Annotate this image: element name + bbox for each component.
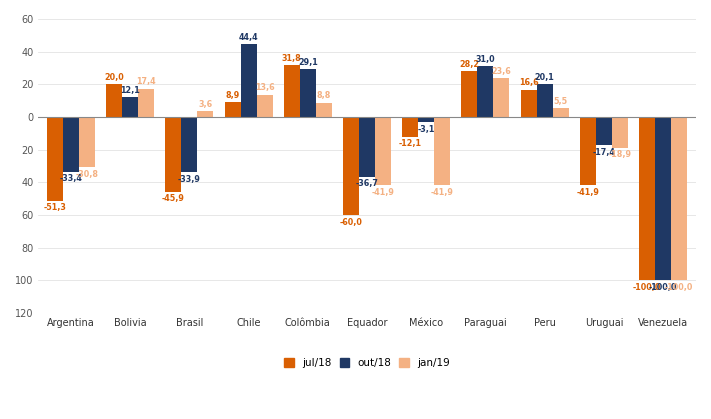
Text: 16,6: 16,6: [519, 78, 538, 88]
Text: 20,1: 20,1: [535, 73, 555, 82]
Bar: [596, 117, 612, 145]
Text: -33,4: -33,4: [60, 174, 82, 183]
Text: 13,6: 13,6: [255, 83, 274, 92]
Bar: [359, 117, 375, 177]
Bar: [612, 117, 628, 148]
Text: 28,2: 28,2: [459, 59, 479, 68]
Bar: [284, 65, 300, 117]
Bar: [537, 84, 552, 117]
Text: -30,8: -30,8: [75, 170, 98, 179]
Text: -41,9: -41,9: [577, 188, 599, 197]
Bar: [375, 117, 391, 186]
Bar: [434, 117, 450, 186]
Text: -17,4: -17,4: [592, 148, 615, 157]
Text: -60,0: -60,0: [340, 217, 363, 227]
Bar: [240, 44, 257, 117]
Text: 31,8: 31,8: [282, 54, 301, 62]
Text: 23,6: 23,6: [491, 67, 511, 76]
Text: -100,0: -100,0: [665, 283, 693, 292]
Text: 5,5: 5,5: [554, 97, 568, 106]
Text: 31,0: 31,0: [476, 55, 496, 64]
Bar: [63, 117, 79, 172]
Bar: [343, 117, 359, 215]
Bar: [225, 103, 240, 117]
Bar: [418, 117, 434, 122]
Text: -3,1: -3,1: [417, 124, 435, 134]
Text: -100,0: -100,0: [649, 283, 678, 292]
Bar: [639, 117, 655, 280]
Text: -41,9: -41,9: [431, 188, 454, 197]
Text: -45,9: -45,9: [162, 194, 185, 204]
Text: -36,7: -36,7: [356, 179, 378, 189]
Legend: jul/18, out/18, jan/19: jul/18, out/18, jan/19: [280, 354, 454, 372]
Bar: [300, 70, 316, 117]
Text: -12,1: -12,1: [399, 139, 422, 148]
Bar: [106, 84, 122, 117]
Bar: [79, 117, 95, 167]
Text: -18,9: -18,9: [609, 150, 631, 159]
Text: 20,0: 20,0: [105, 73, 124, 82]
Text: 8,9: 8,9: [225, 91, 240, 100]
Bar: [166, 117, 181, 192]
Text: 17,4: 17,4: [137, 77, 156, 86]
Text: -41,9: -41,9: [372, 188, 395, 197]
Bar: [316, 103, 332, 117]
Bar: [257, 95, 272, 117]
Bar: [181, 117, 198, 172]
Bar: [402, 117, 418, 137]
Bar: [198, 111, 213, 117]
Bar: [580, 117, 596, 186]
Bar: [493, 78, 510, 117]
Text: -51,3: -51,3: [43, 203, 66, 212]
Text: 8,8: 8,8: [316, 91, 331, 100]
Bar: [655, 117, 671, 280]
Bar: [520, 90, 537, 117]
Text: 29,1: 29,1: [298, 58, 318, 67]
Bar: [122, 97, 138, 117]
Bar: [461, 71, 478, 117]
Text: -33,9: -33,9: [178, 175, 201, 184]
Bar: [671, 117, 687, 280]
Text: -100,0: -100,0: [633, 283, 661, 292]
Bar: [552, 108, 569, 117]
Bar: [47, 117, 63, 201]
Text: 44,4: 44,4: [239, 33, 258, 42]
Bar: [138, 88, 154, 117]
Bar: [478, 66, 493, 117]
Text: 3,6: 3,6: [198, 100, 213, 109]
Text: 12,1: 12,1: [120, 86, 140, 95]
